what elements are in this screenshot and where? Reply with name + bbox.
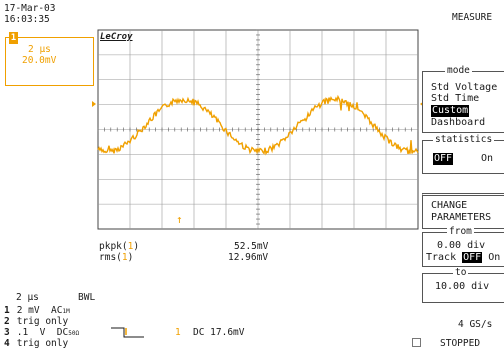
statistics-menu[interactable]: statistics OFF On	[422, 134, 504, 174]
trigger-source: 1	[175, 327, 181, 338]
measurement-name: rms	[99, 252, 117, 263]
measurement-channel: 1	[127, 241, 134, 252]
status-bwl: BWL	[78, 292, 96, 303]
status-timebase: 2 µs	[16, 292, 39, 303]
statistics-on-option[interactable]: On	[481, 153, 494, 164]
date-label: 17-Mar-03	[4, 3, 56, 14]
from-menu-title: from	[447, 226, 474, 237]
change-label: CHANGE	[431, 200, 468, 211]
ch3-coupling-sub: 50Ω	[68, 330, 80, 337]
measurement-row: rms(1)	[99, 252, 134, 263]
mode-title: MEASURE	[452, 12, 493, 23]
waveform-polyline	[97, 94, 419, 156]
track-on-option[interactable]: On	[488, 252, 501, 263]
parameters-label: PARAMETERS	[431, 212, 492, 223]
measurement-row: pkpk(1)	[99, 241, 140, 252]
trace-timebase: 2 µs	[28, 44, 51, 55]
mode-item-custom[interactable]: Custom	[431, 105, 470, 117]
mode-item-std-voltage[interactable]: Std Voltage	[431, 82, 498, 93]
status-ch2[interactable]: 2 trig only	[4, 316, 68, 328]
mode-menu[interactable]: mode Std Voltage Std Time Custom Dashboa…	[422, 65, 504, 133]
sample-rate: 4 GS/s	[458, 319, 493, 330]
status-ch3[interactable]: 3 .1 V DC50Ω	[4, 327, 79, 340]
statistics-menu-title: statistics	[433, 134, 495, 145]
to-value: 10.00 div	[435, 281, 490, 292]
trace-channel-tag[interactable]: 1	[9, 32, 18, 44]
trigger-position-icon: ↑	[176, 213, 183, 226]
status-ch4[interactable]: 4 trig only	[4, 338, 68, 350]
statistics-off-option[interactable]: OFF	[433, 153, 454, 165]
measurement-value: 52.5mV	[234, 241, 269, 252]
ch1-number: 1	[4, 305, 10, 316]
brand-logo: LeCroy	[100, 32, 133, 42]
measurement-channel: 1	[121, 252, 128, 263]
ch3-setting: .1 V DC	[16, 327, 69, 338]
measurement-name: pkpk	[99, 241, 122, 252]
graticule	[97, 29, 419, 230]
ch1-setting: 2 mV AC	[16, 305, 63, 316]
waveform-trace	[97, 94, 419, 156]
mode-menu-title: mode	[445, 65, 472, 76]
trace-volts: 20.0mV	[22, 55, 57, 66]
ch2-setting: trig only	[16, 316, 69, 327]
ch2-number: 2	[4, 316, 10, 327]
track-off-option[interactable]: OFF	[462, 252, 483, 263]
from-track-row: Track OFF On	[426, 252, 500, 264]
from-value: 0.00 div	[437, 240, 486, 251]
track-label: Track	[426, 252, 457, 263]
to-menu[interactable]: to 10.00 div	[422, 267, 504, 303]
ch4-setting: trig only	[16, 338, 69, 349]
mode-item-dashboard[interactable]: Dashboard	[431, 117, 486, 128]
trigger-edge-icon	[111, 327, 144, 338]
ground-marker-left-icon	[92, 101, 96, 107]
measurement-value: 12.96mV	[228, 252, 269, 263]
from-menu[interactable]: from 0.00 div Track OFF On	[422, 226, 504, 267]
ch1-coupling-sub: 1M	[62, 308, 70, 315]
ch3-number: 3	[4, 327, 10, 338]
ch4-number: 4	[4, 338, 10, 349]
mode-item-std-time[interactable]: Std Time	[431, 93, 480, 104]
trigger-level: DC 17.6mV	[193, 327, 245, 338]
run-state: STOPPED	[440, 338, 481, 349]
change-parameters-button[interactable]: CHANGE PARAMETERS	[422, 193, 504, 229]
time-label: 16:03:35	[4, 14, 50, 25]
status-ch1[interactable]: 1 2 mV AC1M	[4, 305, 70, 318]
run-indicator-icon	[412, 338, 421, 347]
to-menu-title: to	[453, 267, 469, 278]
trace-label-box[interactable]	[5, 37, 94, 86]
